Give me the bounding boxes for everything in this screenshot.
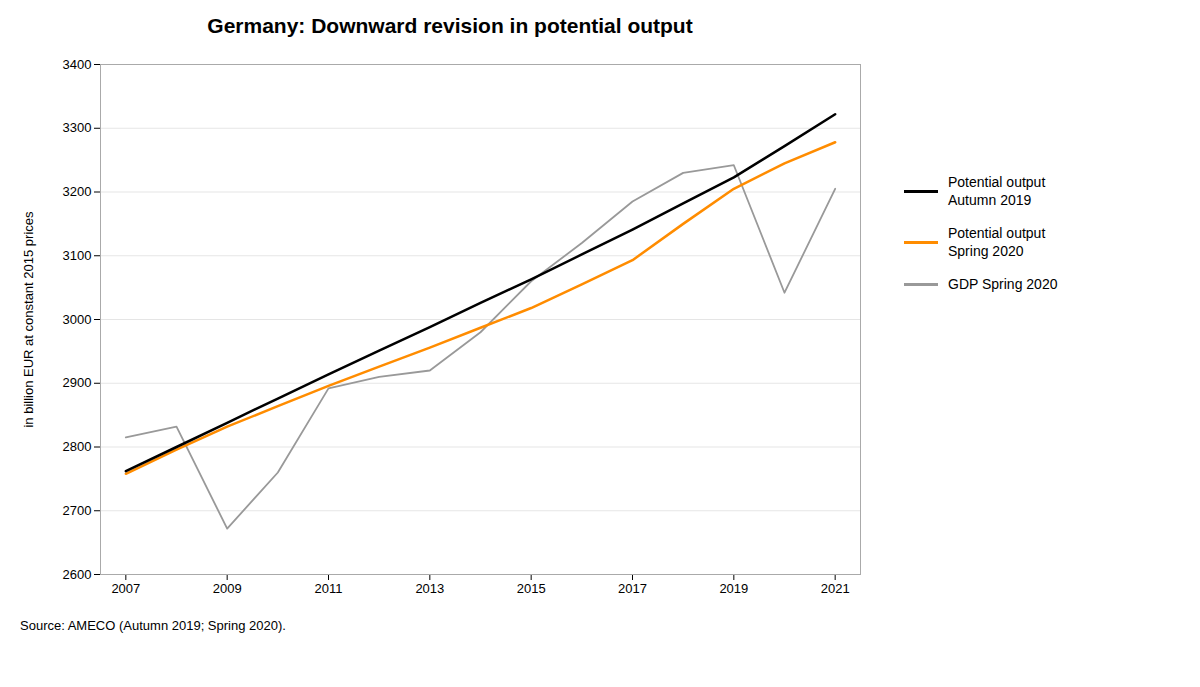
svg-text:2800: 2800 [63,439,92,454]
svg-text:2900: 2900 [63,375,92,390]
svg-text:2013: 2013 [415,581,444,596]
svg-text:2011: 2011 [315,581,343,596]
svg-text:2019: 2019 [719,581,748,596]
svg-text:2009: 2009 [213,581,242,596]
svg-text:3100: 3100 [63,248,92,263]
svg-text:3000: 3000 [63,312,92,327]
html-text:Germany: Downward revision in: Germany: Downward revision in potential … [207,14,693,37]
svg-text:2021: 2021 [821,581,850,596]
svg-text:3300: 3300 [63,120,92,135]
svg-text:2700: 2700 [63,503,92,518]
svg-text:2600: 2600 [63,567,92,582]
svg-text:3400: 3400 [63,57,92,72]
svg-text:3200: 3200 [63,184,92,199]
svg-text:in billion EUR at constant 201: in billion EUR at constant 2015 prices [21,211,36,428]
html-text:Potential output Autumn 2019: Potential output Autumn 2019 [948,174,1046,208]
svg-text:2015: 2015 [517,581,546,596]
svg-text:2017: 2017 [618,581,647,596]
html-text:GDP Spring 2020: GDP Spring 2020 [948,276,1058,292]
svg-text:2007: 2007 [111,581,140,596]
html-text:Potential output Spring 2020: Potential output Spring 2020 [948,225,1046,259]
html-text:Source: AMECO (Autumn 2019; Sp: Source: AMECO (Autumn 2019; Spring 2020)… [20,618,286,633]
